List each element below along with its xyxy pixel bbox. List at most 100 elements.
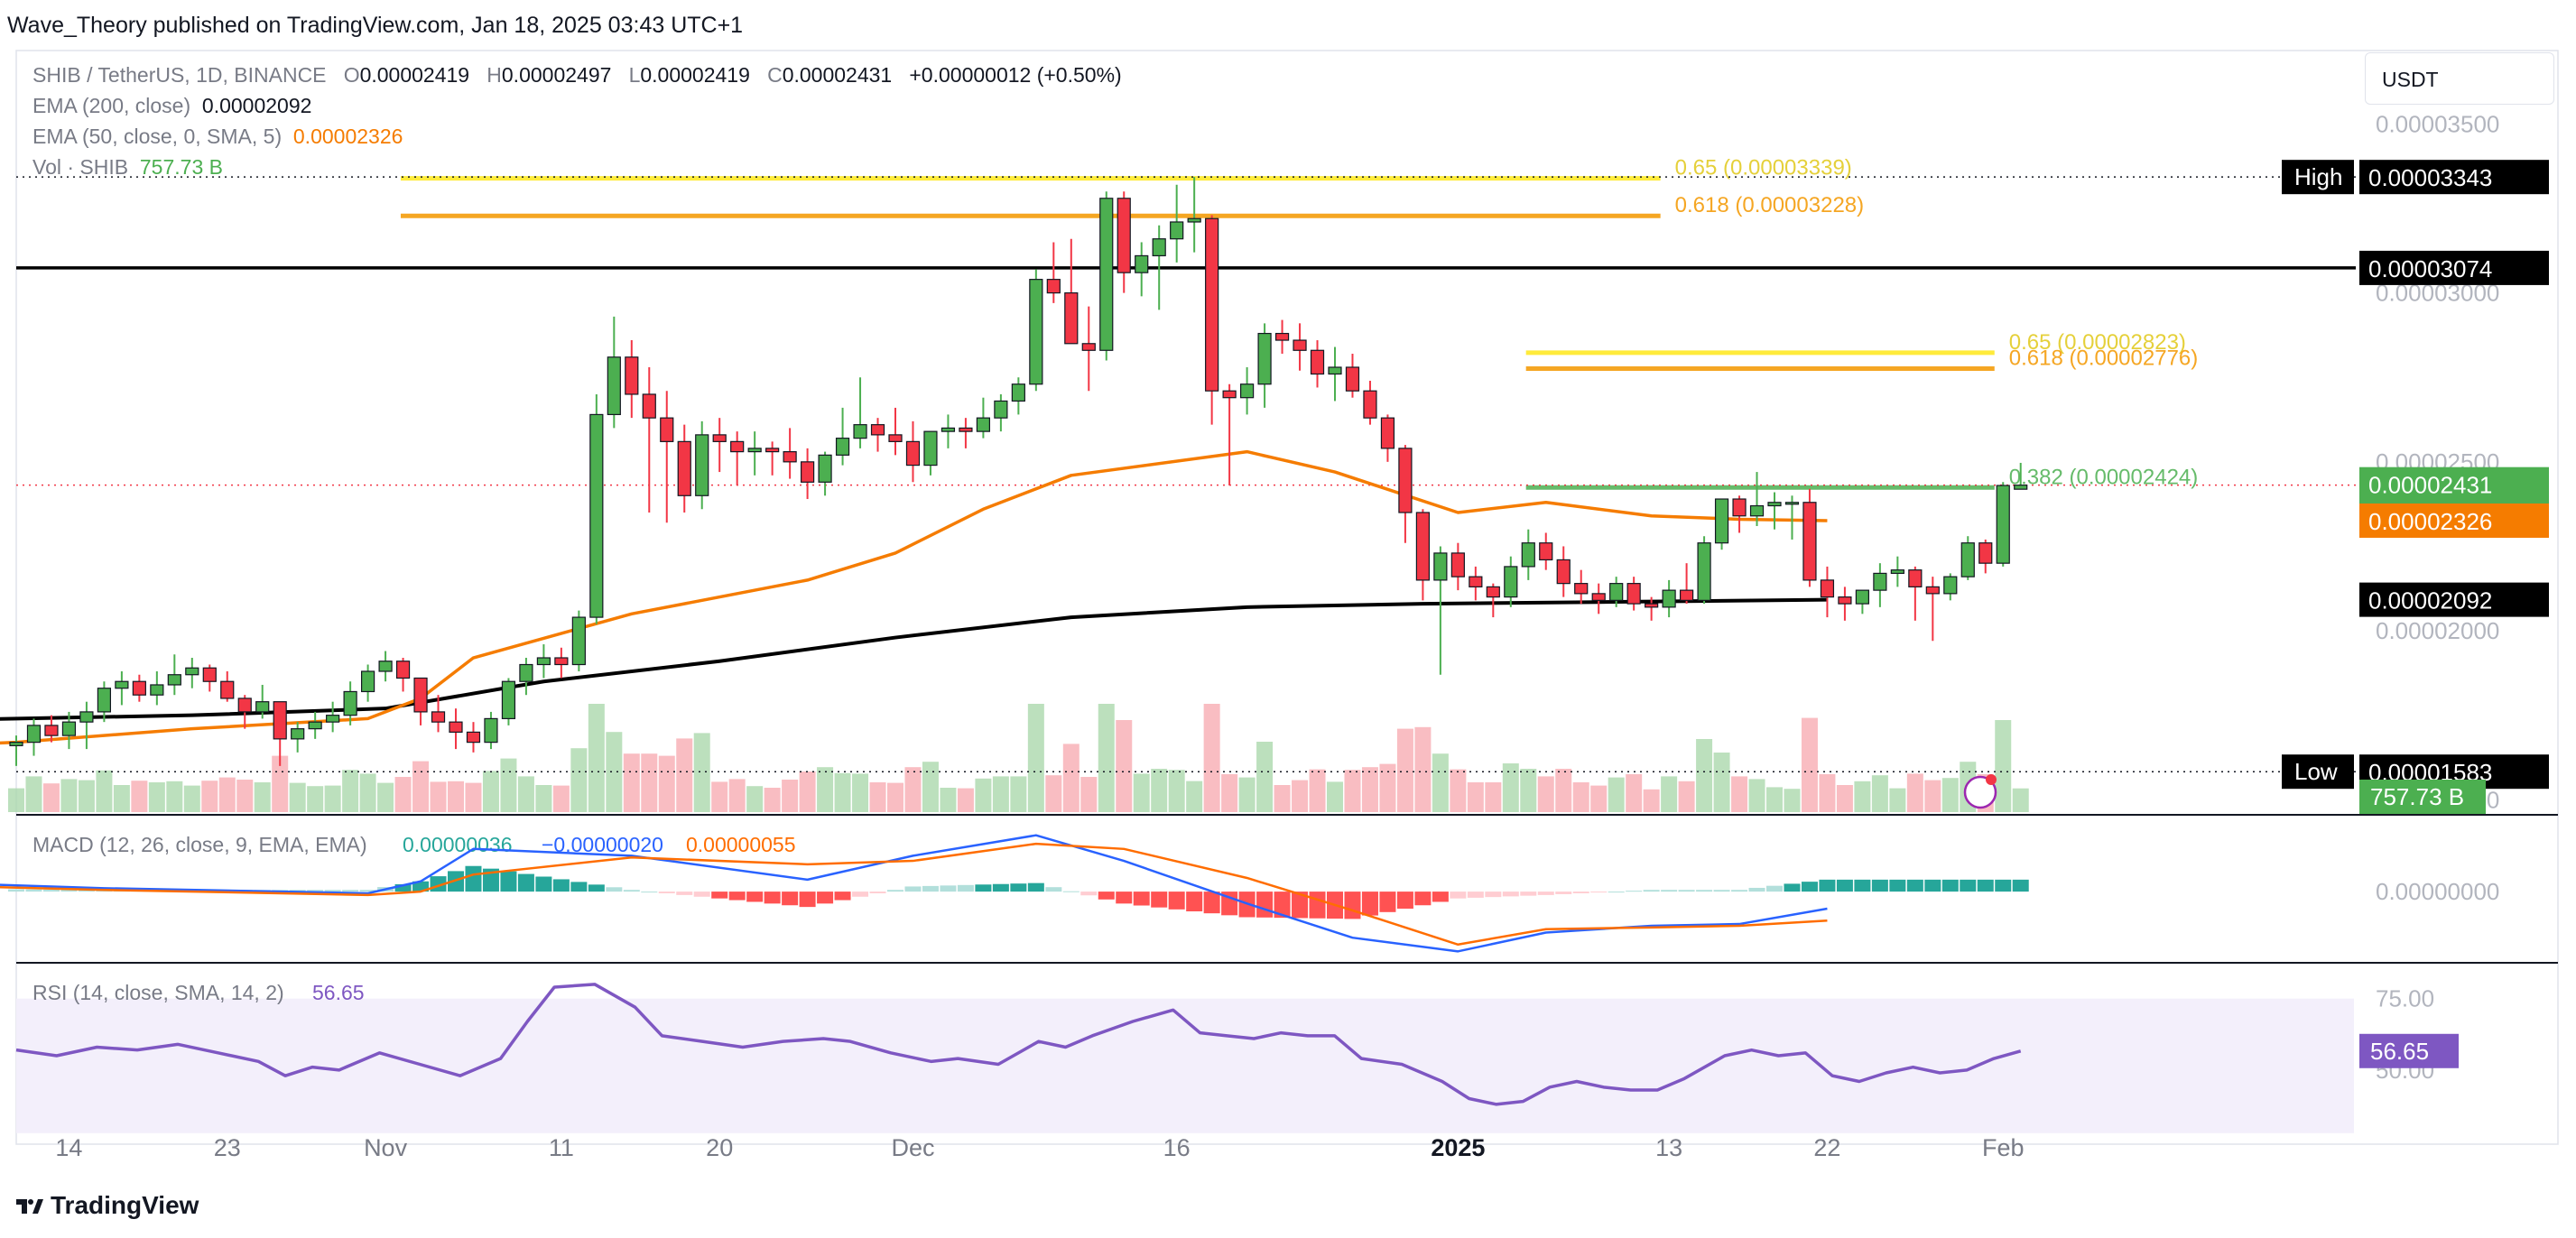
volume-bar — [904, 767, 922, 812]
volume-bar — [482, 771, 499, 812]
volume-bar — [25, 776, 42, 812]
x-tick-label: Feb — [1982, 1134, 2025, 1161]
macd-histogram-bar — [1766, 885, 1783, 892]
high-value: 0.00002497 — [501, 63, 612, 87]
volume-bar — [1661, 776, 1678, 812]
candle-body — [1714, 498, 1729, 544]
price-badge-label: 0.00003343 — [2368, 164, 2492, 191]
candle-body — [747, 448, 762, 453]
fib-level-label: 0.382 (0.00002424) — [2009, 465, 2199, 489]
candle-body — [431, 711, 446, 723]
volume-bar — [1221, 774, 1238, 812]
candle-body — [870, 424, 885, 436]
symbol-title[interactable]: SHIB / TetherUS, 1D, BINANCE — [32, 63, 327, 87]
volume-bar — [1344, 770, 1361, 812]
volume-bar — [693, 733, 710, 812]
macd-histogram-bar — [1889, 879, 1906, 892]
candle-body — [378, 661, 393, 672]
volume-bar — [218, 777, 236, 812]
candle-body — [1679, 589, 1694, 601]
ema200-legend[interactable]: EMA (200, close) 0.00002092 — [32, 94, 312, 117]
ema50-legend[interactable]: EMA (50, close, 0, SMA, 5) 0.00002326 — [32, 125, 403, 148]
currency-selector[interactable]: USDT — [2365, 52, 2554, 105]
volume-bar — [42, 783, 60, 812]
candle-body — [1239, 383, 1255, 399]
candle-body — [97, 688, 112, 713]
volume-bar — [78, 780, 95, 812]
macd-histogram-bar — [922, 885, 939, 892]
macd-histogram-bar — [711, 892, 728, 899]
badge-prefix-label: Low — [2294, 758, 2338, 785]
candle-body — [1117, 198, 1131, 273]
macd-histogram-bar — [1080, 892, 1098, 896]
volume-bar — [1186, 781, 1203, 812]
volume-bar — [289, 782, 306, 812]
candle-body — [202, 667, 217, 682]
price-badge — [2359, 503, 2549, 538]
macd-histogram-bar — [2012, 879, 2029, 892]
volume-bar — [1643, 789, 1660, 812]
candle-body — [79, 711, 94, 723]
candle-body — [1222, 390, 1237, 399]
macd-histogram-bar — [1292, 892, 1309, 919]
published-header: Wave_Theory published on TradingView.com… — [7, 13, 744, 38]
candle-body — [413, 677, 428, 713]
candle-body — [1767, 502, 1782, 507]
candle-body — [1293, 339, 1307, 351]
macd-histogram-bar — [324, 890, 341, 892]
macd-histogram-bar — [342, 890, 359, 892]
candle-body — [818, 454, 832, 483]
volume-bar — [2012, 788, 2029, 812]
volume-bar — [1871, 775, 1888, 812]
volume-bar — [711, 781, 728, 812]
candle-body — [1873, 572, 1887, 591]
volume-bar — [992, 776, 1009, 812]
symbol-legend: SHIB / TetherUS, 1D, BINANCE O0.00002419… — [32, 63, 1122, 87]
volume-bar — [1256, 742, 1274, 812]
volume-bar — [183, 785, 200, 812]
macd-zero-label: 0.00000000 — [2376, 878, 2499, 905]
fib-level-label: 0.618 (0.00003228) — [1675, 193, 1865, 217]
tradingview-logo[interactable]: TradingView — [16, 1191, 199, 1220]
x-tick-label: 20 — [706, 1134, 733, 1161]
volume-badge — [2359, 780, 2486, 814]
candle-body — [1029, 279, 1043, 385]
candle-body — [1645, 603, 1659, 608]
macd-histogram-bar — [1731, 890, 1748, 892]
macd-histogram-bar — [1485, 892, 1502, 898]
x-tick-label: 23 — [214, 1134, 241, 1161]
volume-bar — [236, 780, 254, 812]
rsi-line — [15, 983, 2022, 1106]
macd-histogram-bar — [1678, 890, 1695, 892]
candle-body — [1662, 589, 1676, 608]
macd-histogram-bar — [676, 892, 693, 895]
candle-body — [449, 721, 463, 733]
macd-histogram-bar — [1414, 892, 1432, 906]
candle-body — [1152, 238, 1166, 257]
volume-bar — [817, 767, 834, 812]
price-badge-label: 0.00002431 — [2368, 472, 2492, 499]
volume-bar — [1238, 777, 1256, 812]
volume-bar — [1819, 774, 1836, 812]
candle-body — [1274, 332, 1290, 341]
macd-histogram-bar — [1854, 879, 1871, 892]
x-tick-label: 13 — [1655, 1134, 1682, 1161]
volume-bar — [1590, 785, 1608, 812]
volume-bar — [1133, 773, 1150, 812]
macd-signal-line — [0, 842, 1828, 947]
candle-body — [167, 674, 181, 686]
macd-histogram-bar — [1432, 892, 1449, 902]
candle-body — [607, 356, 621, 416]
macd-histogram-bar — [1537, 892, 1554, 895]
macd-histogram-bar — [1450, 892, 1467, 899]
volume-bar — [1836, 785, 1853, 812]
candle-body — [571, 616, 586, 666]
volume-legend[interactable]: Vol · SHIB 757.73 B — [32, 155, 223, 179]
volume-bar — [1062, 744, 1080, 812]
candle-body — [1890, 569, 1904, 575]
volume-bar — [1502, 763, 1519, 812]
candle-body — [1469, 576, 1483, 587]
volume-bar — [623, 753, 640, 812]
volume-bar — [535, 785, 552, 812]
